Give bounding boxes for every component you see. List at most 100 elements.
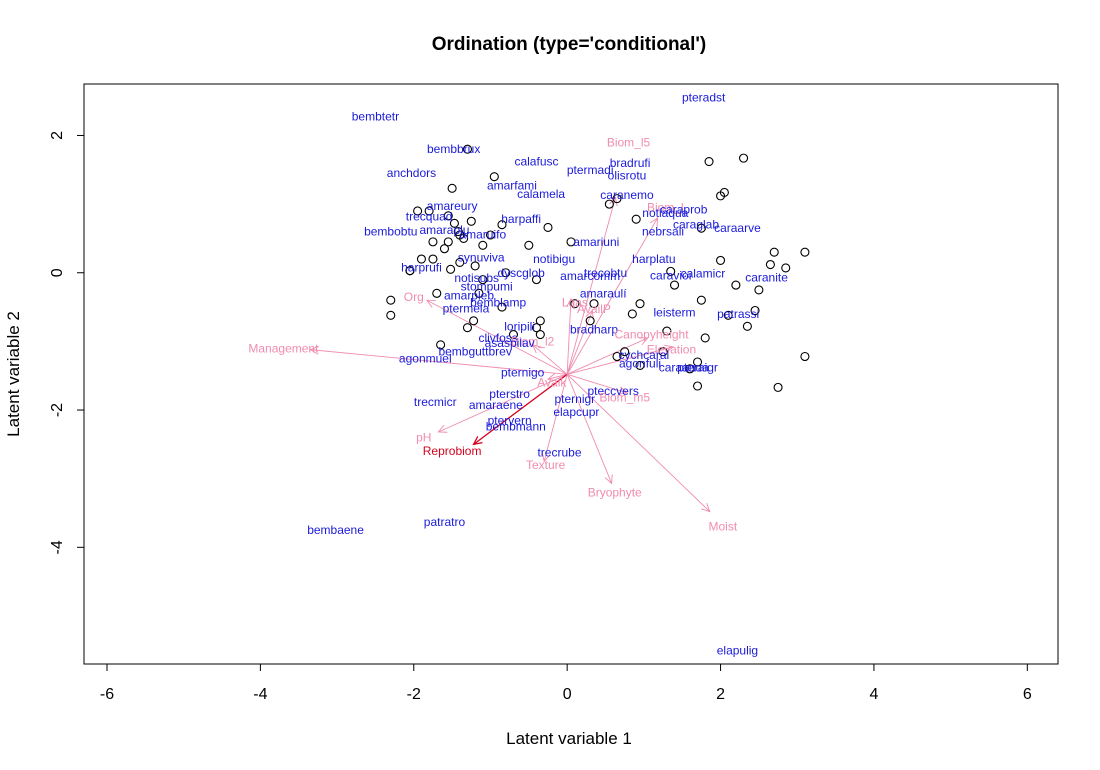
env-label: AvailP: [577, 302, 611, 316]
site-point: [470, 261, 480, 271]
species-label: amaraulí: [580, 286, 627, 300]
species-label: pternigo: [501, 365, 545, 379]
species-label: amarcomm: [560, 269, 620, 283]
species-label: amarfami: [487, 179, 537, 193]
y-tick-label: -2: [49, 403, 66, 417]
species-label: harprufi: [401, 260, 442, 274]
y-axis: -4 -2 0 2: [49, 131, 85, 554]
site-point: [447, 183, 457, 193]
y-tick-label: 0: [49, 268, 66, 277]
env-label: pH: [416, 430, 431, 444]
species-label: pteccvers: [588, 384, 639, 398]
site-point: [462, 323, 473, 333]
site-point: [731, 280, 741, 290]
env-arrow: [531, 344, 568, 375]
species-label: harpaffi: [501, 212, 541, 226]
env-arrow: [437, 373, 568, 433]
site-point: [405, 266, 415, 276]
species-label: pterstro: [489, 387, 530, 401]
species-label: trecobtu: [584, 266, 627, 280]
env-label: Canopyheight: [614, 328, 689, 342]
site-point: [604, 199, 614, 209]
species-label: trecquad: [406, 209, 453, 223]
site-point: [765, 259, 775, 270]
site-point: [612, 351, 622, 362]
site-point: [439, 244, 450, 254]
site-point: [692, 357, 703, 367]
x-tick-label: -2: [407, 686, 421, 703]
species-label: agonmuel: [399, 352, 452, 366]
y-tick-label: -4: [49, 540, 66, 554]
site-point: [723, 310, 733, 320]
env-arrow: [566, 374, 711, 513]
site-point: [531, 323, 542, 333]
site-point: [585, 316, 595, 326]
site-point: [570, 299, 580, 309]
species-label: amaruifo: [459, 227, 506, 241]
env-label: Management: [248, 341, 319, 355]
site-point: [446, 264, 456, 274]
site-point: [478, 240, 488, 250]
x-tick-label: 0: [563, 686, 572, 703]
site-point: [497, 302, 507, 312]
species-label: calamela: [517, 187, 565, 201]
site-point: [508, 329, 519, 340]
species-label: nebrsali: [642, 225, 684, 239]
species-label: loripili: [504, 319, 535, 333]
site-point: [685, 364, 695, 374]
env-arrow: [567, 373, 628, 395]
chart-title: Ordination (type='conditional'): [432, 34, 707, 55]
site-point: [627, 309, 637, 319]
env-arrow: [425, 299, 568, 375]
site-point: [478, 275, 488, 285]
species-label: bembaene: [307, 523, 364, 537]
site-points: [386, 144, 810, 392]
species-label: amareury: [427, 199, 478, 213]
site-point: [635, 360, 645, 370]
site-point: [742, 321, 752, 331]
site-point: [769, 247, 779, 257]
species-label: notibigu: [533, 252, 575, 266]
site-point: [781, 263, 791, 273]
site-point: [800, 351, 810, 362]
species-label: calafusc: [514, 155, 558, 169]
site-point: [489, 172, 499, 182]
site-point: [635, 299, 645, 309]
species-label: caraglab: [673, 218, 719, 232]
env-arrow: [566, 309, 594, 375]
site-point: [543, 222, 553, 233]
species-label: pteraigr: [677, 360, 718, 374]
species-label: cychcaral: [619, 348, 670, 362]
env-arrow: [566, 297, 575, 375]
species-label: bembguttbrev: [438, 345, 511, 359]
site-point: [535, 316, 545, 326]
site-point: [466, 216, 476, 226]
species-label: notiaqua: [642, 206, 688, 220]
site-point: [800, 247, 810, 257]
site-point: [700, 333, 710, 343]
env-label: Biom_l5: [607, 135, 651, 149]
x-axis-label: Latent variable 1: [506, 729, 632, 748]
y-axis-label: Latent variable 2: [4, 311, 23, 437]
species-label: bembobtu: [364, 225, 417, 239]
env-arrows: [309, 196, 711, 513]
species-label: bradrufi: [610, 156, 651, 170]
site-point: [501, 268, 511, 278]
species-label: trecmicr: [414, 395, 457, 409]
site-point: [469, 316, 479, 326]
env-label: Biom_m5: [599, 391, 650, 405]
site-point: [566, 237, 576, 247]
species-label: elapulig: [717, 643, 758, 657]
site-point: [386, 295, 396, 305]
env-label: Bryophyte: [588, 485, 642, 499]
site-point: [443, 237, 453, 247]
species-label: asaspilav: [485, 336, 535, 350]
species-label: caraarve: [714, 221, 761, 235]
species-label: pternigr: [554, 392, 595, 406]
species-label: bemblamp: [470, 295, 526, 309]
species-label: ptermela: [443, 301, 490, 315]
x-tick-label: -6: [100, 686, 114, 703]
species-label: amarpleb: [444, 288, 494, 302]
species-labels: pteradst bembtetr bembbrux Biom_l5 calafusc b…: [248, 91, 788, 658]
